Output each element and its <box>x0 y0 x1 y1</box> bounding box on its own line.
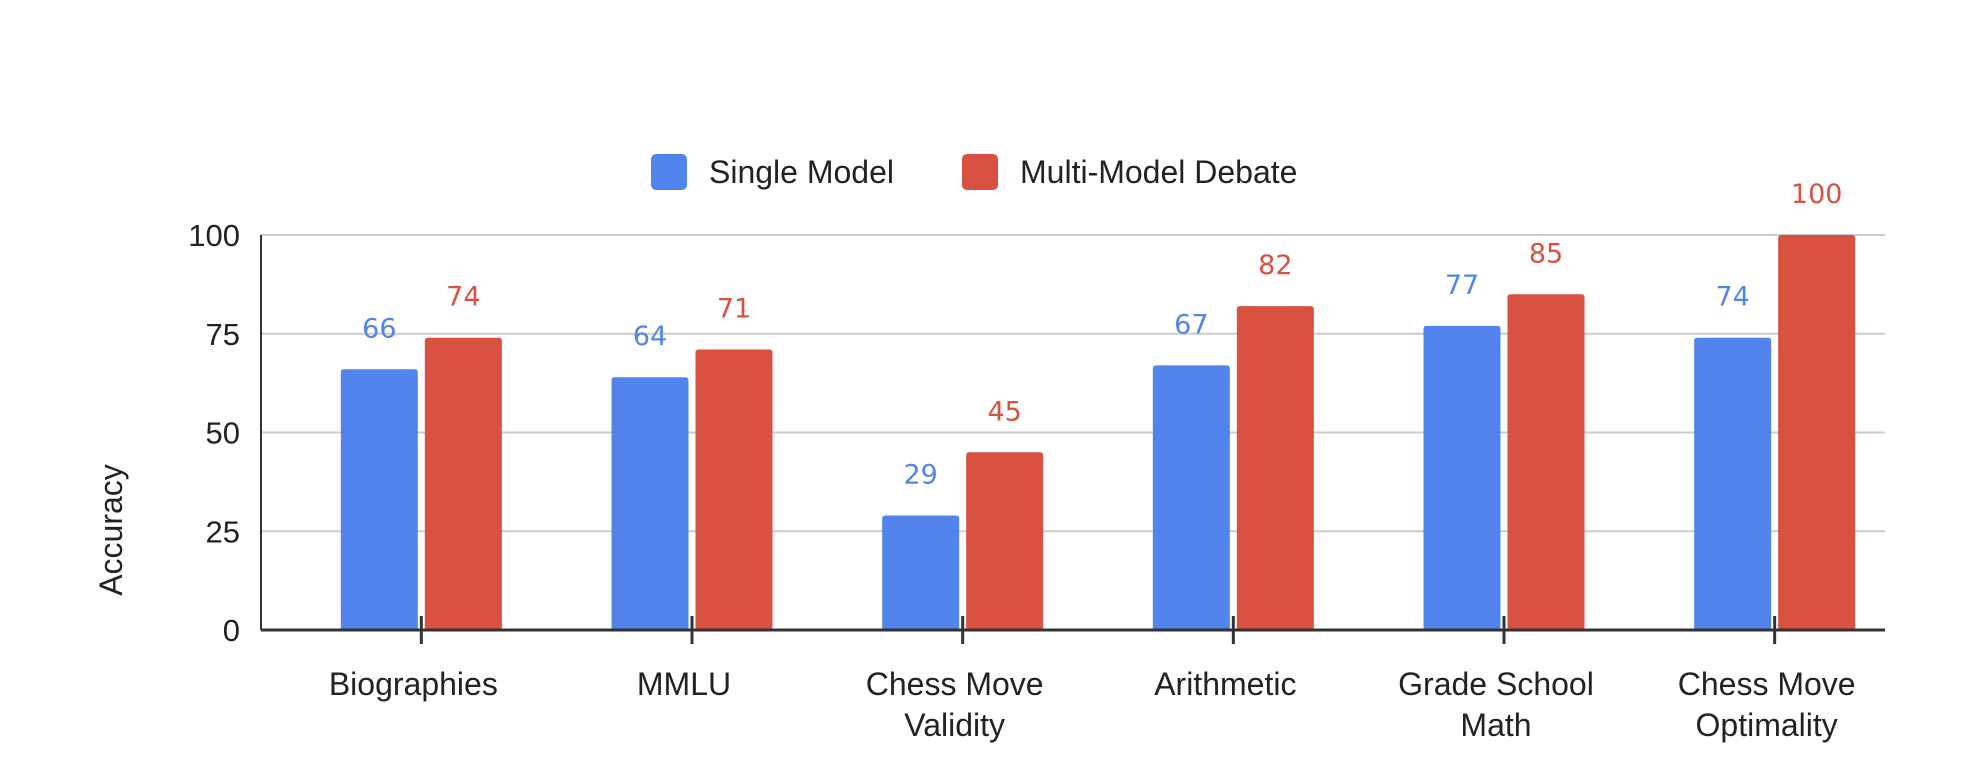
data-labels: 66 74 64 71 29 45 67 82 77 85 74 100 <box>362 179 1842 490</box>
x-category-label: Math <box>1460 707 1531 743</box>
bar-multi-model-debate <box>1507 294 1585 630</box>
bar-single-model <box>611 377 689 630</box>
x-category-label: Biographies <box>329 666 498 702</box>
data-label: 85 <box>1529 238 1563 269</box>
bar-multi-model-debate <box>1778 235 1856 630</box>
x-category-label: MMLU <box>637 666 731 702</box>
y-tick-label: 100 <box>188 218 240 253</box>
legend-swatch <box>962 154 998 190</box>
legend-swatch <box>651 154 687 190</box>
data-label: 100 <box>1791 179 1843 210</box>
axes: 0 25 50 75 100 Biographies MMLU Chess Move Valid… <box>188 218 1885 743</box>
x-category-label: Chess Move <box>1678 666 1856 702</box>
y-axis-title: Accuracy <box>93 464 129 596</box>
data-label: 45 <box>987 396 1021 427</box>
data-label: 74 <box>446 282 480 313</box>
data-label: 29 <box>903 459 937 490</box>
legend-label: Single Model <box>709 154 894 190</box>
bar-multi-model-debate <box>966 452 1044 630</box>
bar-single-model <box>340 369 418 630</box>
data-label: 82 <box>1258 250 1292 281</box>
y-tick-label: 25 <box>206 514 240 549</box>
bar-single-model <box>1152 365 1230 630</box>
y-tick-label: 75 <box>206 317 240 352</box>
data-label: 64 <box>633 321 667 352</box>
bar-multi-model-debate <box>1236 306 1314 630</box>
bar-single-model <box>882 515 960 630</box>
x-category-label: Optimality <box>1696 707 1838 743</box>
y-tick-label: 50 <box>206 416 240 451</box>
legend-label: Multi-Model Debate <box>1020 154 1297 190</box>
data-label: 67 <box>1174 309 1208 340</box>
y-tick-label: 0 <box>223 613 240 648</box>
data-label: 77 <box>1445 270 1479 301</box>
data-label: 71 <box>717 294 751 325</box>
x-category-label: Chess Move <box>866 666 1044 702</box>
x-category-label: Validity <box>904 707 1005 743</box>
bars <box>340 235 1856 630</box>
x-category-label: Grade School <box>1398 666 1594 702</box>
data-label: 66 <box>362 313 396 344</box>
bar-single-model <box>1694 337 1772 630</box>
bar-single-model <box>1423 325 1501 630</box>
bar-multi-model-debate <box>424 337 502 630</box>
x-category-label: Arithmetic <box>1154 666 1296 702</box>
data-label: 74 <box>1715 282 1749 313</box>
legend: Single Model Multi-Model Debate <box>651 154 1297 190</box>
bar-multi-model-debate <box>695 349 773 630</box>
gridlines <box>261 234 1885 533</box>
